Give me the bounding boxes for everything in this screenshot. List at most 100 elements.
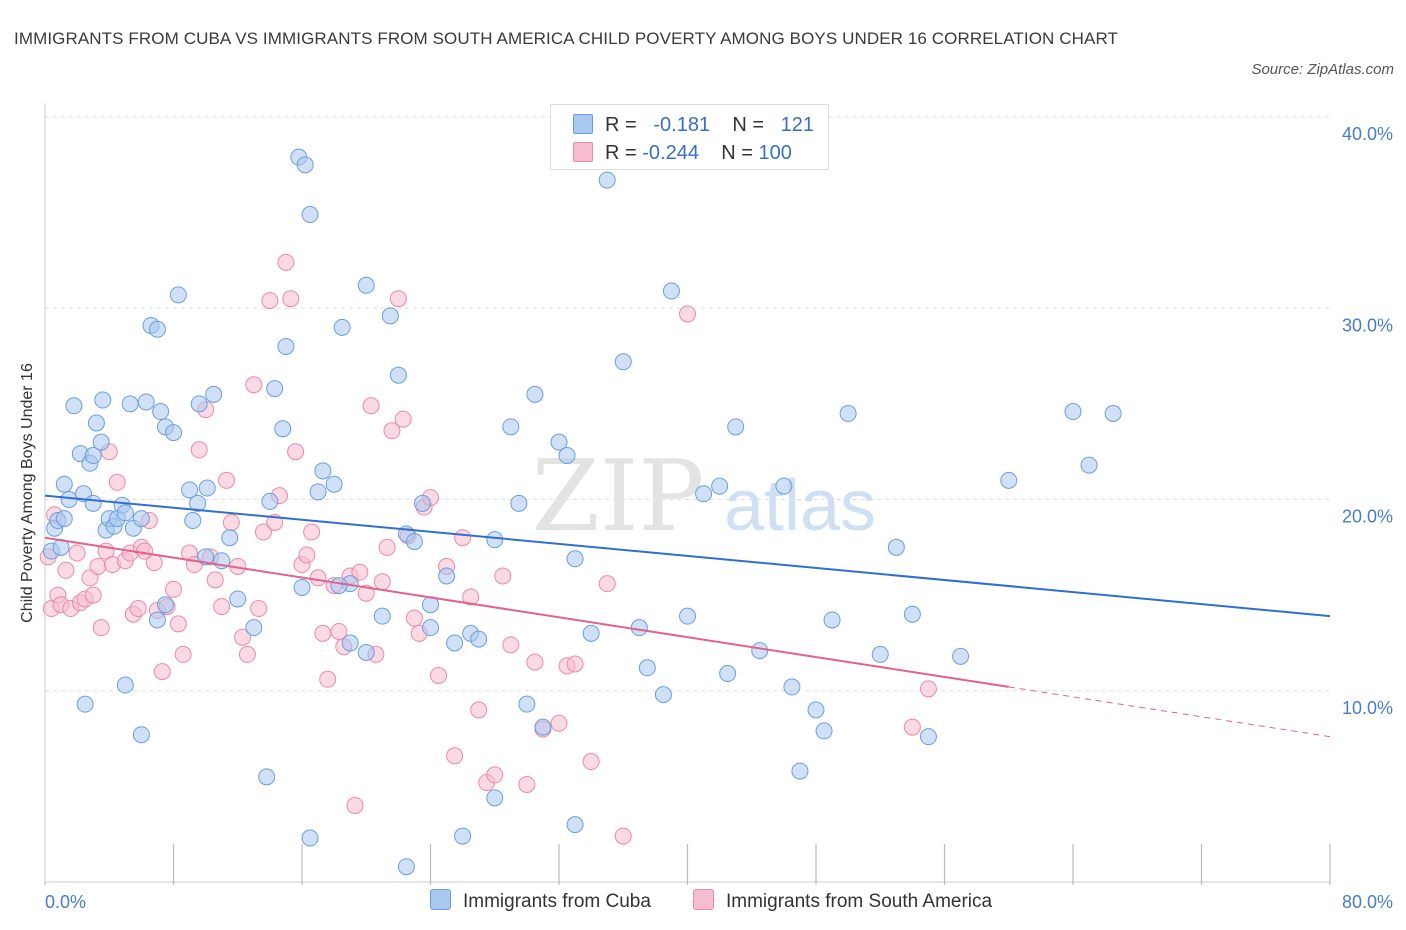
south-america-point (254, 523, 272, 541)
south-america-point (373, 573, 391, 591)
y-tick-label: 30.0% (1342, 315, 1393, 335)
cuba-point (296, 156, 314, 174)
cuba-point (121, 395, 139, 413)
legend-swatch-south-america (573, 142, 593, 162)
legend-r-value-south-america: -0.244 (642, 142, 699, 164)
cuba-point (357, 276, 375, 294)
cuba-point (245, 619, 263, 637)
y-axis-label: Child Poverty Among Boys Under 16 (19, 363, 36, 623)
south-america-point (57, 561, 75, 579)
cuba-point (518, 695, 536, 713)
south-america-point (129, 600, 147, 618)
south-america-point (614, 827, 632, 845)
south-america-point (190, 441, 208, 459)
cuba-point (266, 380, 284, 398)
cuba-point (116, 504, 134, 522)
south-america-point (108, 473, 126, 491)
cuba-point (152, 403, 170, 421)
south-america-point (213, 598, 231, 616)
cuba-point (566, 550, 584, 568)
south-america-point (282, 290, 300, 308)
cuba-point (76, 695, 94, 713)
cuba-point (165, 424, 182, 442)
south-america-point (598, 575, 616, 593)
cuba-point (258, 768, 276, 786)
cuba-point (807, 701, 825, 719)
cuba-point (486, 531, 504, 549)
south-america-point (250, 600, 268, 618)
cuba-point (169, 286, 187, 304)
legend-row-south-america: R = -0.244 N = 100 (573, 141, 792, 165)
cuba-point (791, 762, 809, 780)
trend-lines (44, 494, 1331, 738)
cuba-point (221, 529, 239, 547)
bottom-legend-label-south-america: Immigrants from South America (726, 891, 993, 912)
cuba-point (454, 827, 472, 845)
cuba-point (156, 596, 174, 614)
cuba-point (277, 338, 295, 355)
cuba-point (711, 477, 729, 495)
cuba-point (55, 475, 73, 493)
cuba-point (341, 634, 359, 652)
cuba-point (55, 510, 73, 528)
south-america-point (582, 753, 600, 771)
south-america-trend-line (44, 536, 1009, 688)
series-south-america-points (39, 253, 937, 845)
cuba-point (229, 590, 247, 608)
south-america-point (394, 410, 412, 428)
cuba-point (558, 447, 576, 465)
south-america-point (303, 523, 321, 541)
cuba-point (751, 642, 769, 660)
cuba-point (132, 510, 150, 528)
cuba-point (1064, 403, 1082, 421)
cuba-point (534, 718, 552, 736)
south-america-point (502, 636, 520, 654)
south-america-point (165, 580, 182, 598)
south-america-point (314, 624, 332, 642)
cuba-point (148, 320, 166, 338)
x-tick-label: 0.0% (45, 892, 86, 912)
legend-r-label: R = (605, 142, 637, 164)
south-america-point (261, 292, 279, 310)
bottom-legend-label-cuba: Immigrants from Cuba (463, 891, 651, 912)
cuba-point (413, 494, 431, 512)
cuba-point (330, 577, 348, 595)
south-america-point (169, 615, 187, 633)
cuba-point (301, 829, 319, 847)
legend-swatch-cuba (573, 114, 593, 134)
cuba-point (87, 414, 105, 432)
south-america-point (245, 376, 263, 394)
south-america-point (206, 571, 224, 589)
cuba-point (198, 479, 216, 497)
cuba-point (333, 318, 351, 336)
legend-n-label: N = (732, 114, 764, 136)
legend-n-label: N = (721, 142, 753, 164)
south-america-point (454, 529, 472, 547)
cuba-point (903, 605, 921, 623)
cuba-point (325, 475, 343, 493)
cuba-trend-line (44, 494, 1331, 618)
cuba-point (775, 477, 793, 495)
south-america-point (486, 766, 504, 784)
cuba-point (261, 492, 279, 510)
south-america-point (218, 471, 236, 489)
south-america-point (145, 554, 163, 572)
cuba-point (1104, 404, 1122, 422)
cuba-point (952, 647, 970, 665)
south-america-point (550, 714, 568, 732)
south-america-point (346, 797, 364, 814)
south-america-point (92, 619, 110, 637)
source-label: Source: ZipAtlas.com (1251, 61, 1394, 78)
cuba-point (719, 665, 737, 683)
cuba-point (654, 686, 672, 704)
cuba-point (1080, 456, 1098, 474)
series-cuba-points (42, 148, 1122, 876)
south-america-point (405, 609, 423, 627)
cuba-point (84, 494, 102, 512)
cuba-point (197, 548, 215, 566)
cuba-point (550, 433, 568, 451)
south-america-point (174, 645, 192, 663)
watermark-zip: ZIP (532, 440, 705, 554)
bottom-legend-cuba: Immigrants from Cuba (430, 889, 651, 913)
